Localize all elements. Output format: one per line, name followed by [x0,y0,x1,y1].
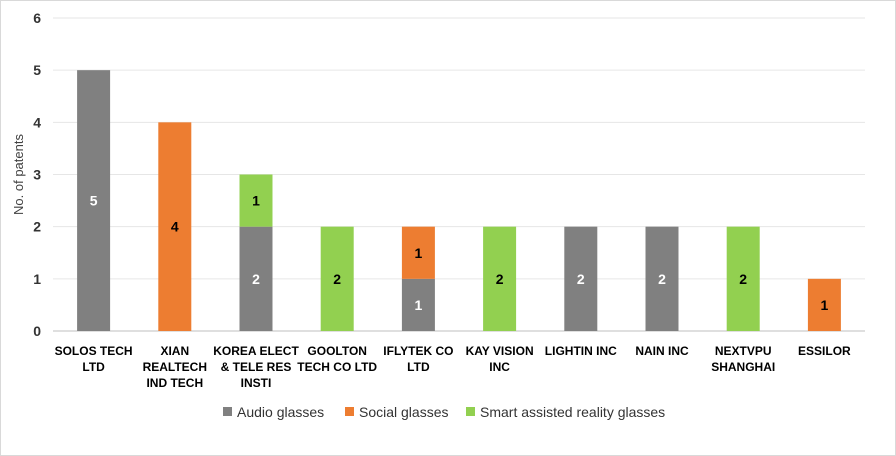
legend-item: Audio glasses [223,404,324,420]
y-tick-label: 2 [33,219,41,235]
bar-segment [320,226,354,331]
category-label: XIAN REALTECH IND TECH [143,344,207,390]
legend-swatch [466,407,475,416]
category-label: LIGHTIN INC [545,344,617,358]
legend-label: Social glasses [359,404,449,420]
data-label: 1 [821,297,829,313]
bar-segment [158,122,192,331]
bars [77,70,841,332]
data-label: 2 [739,271,747,287]
category-label: IFLYTEK CO LTD [383,344,453,374]
bar-segment [239,226,273,331]
y-tick-label: 0 [33,323,41,339]
y-tick-label: 4 [33,114,41,130]
legend: Audio glasses Social glasses Smart assiste… [223,404,665,420]
category-label: SOLOS TECH LTD [55,344,133,374]
legend-swatch [345,407,354,416]
category-label: NEXTVPU SHANGHAI [711,344,775,374]
data-label: 4 [171,219,179,235]
y-tick-label: 5 [33,62,41,78]
bar-segment [239,174,273,227]
bar-segment [483,226,517,331]
category-label: KOREA ELECT & TELE RES INSTI [213,344,299,390]
category-label: GOOLTON TECH CO LTD [297,344,377,374]
bar-segment [77,70,111,332]
data-label: 1 [415,245,423,261]
y-tick-label: 3 [33,167,41,183]
y-tick-label: 1 [33,271,41,287]
data-label: 2 [333,271,341,287]
y-axis-ticks: 0 1 2 3 4 5 6 [33,10,41,339]
category-label: NAIN INC [635,344,689,358]
category-label: ESSILOR [798,344,851,358]
y-axis-label: No. of patents [11,134,26,215]
category-label: KAY VISION INC [466,344,534,374]
data-label: 1 [415,297,423,313]
legend-item: Smart assisted reality glasses [466,404,665,420]
bar-segment [645,226,679,331]
data-label: 5 [90,193,98,209]
legend-label: Audio glasses [237,404,324,420]
data-label: 2 [658,271,666,287]
bar-segment [401,278,435,331]
bar-segment [401,226,435,279]
legend-label: Smart assisted reality glasses [480,404,665,420]
bar-segment [564,226,598,331]
y-tick-label: 6 [33,10,41,26]
data-label: 2 [496,271,504,287]
legend-swatch [223,407,232,416]
legend-item: Social glasses [345,404,449,420]
data-labels: 5 4 2 1 2 1 1 2 2 2 2 1 [90,193,829,313]
data-label: 2 [577,271,585,287]
data-label: 1 [252,193,260,209]
bar-segment [726,226,760,331]
bar-segment [807,278,841,331]
data-label: 2 [252,271,260,287]
